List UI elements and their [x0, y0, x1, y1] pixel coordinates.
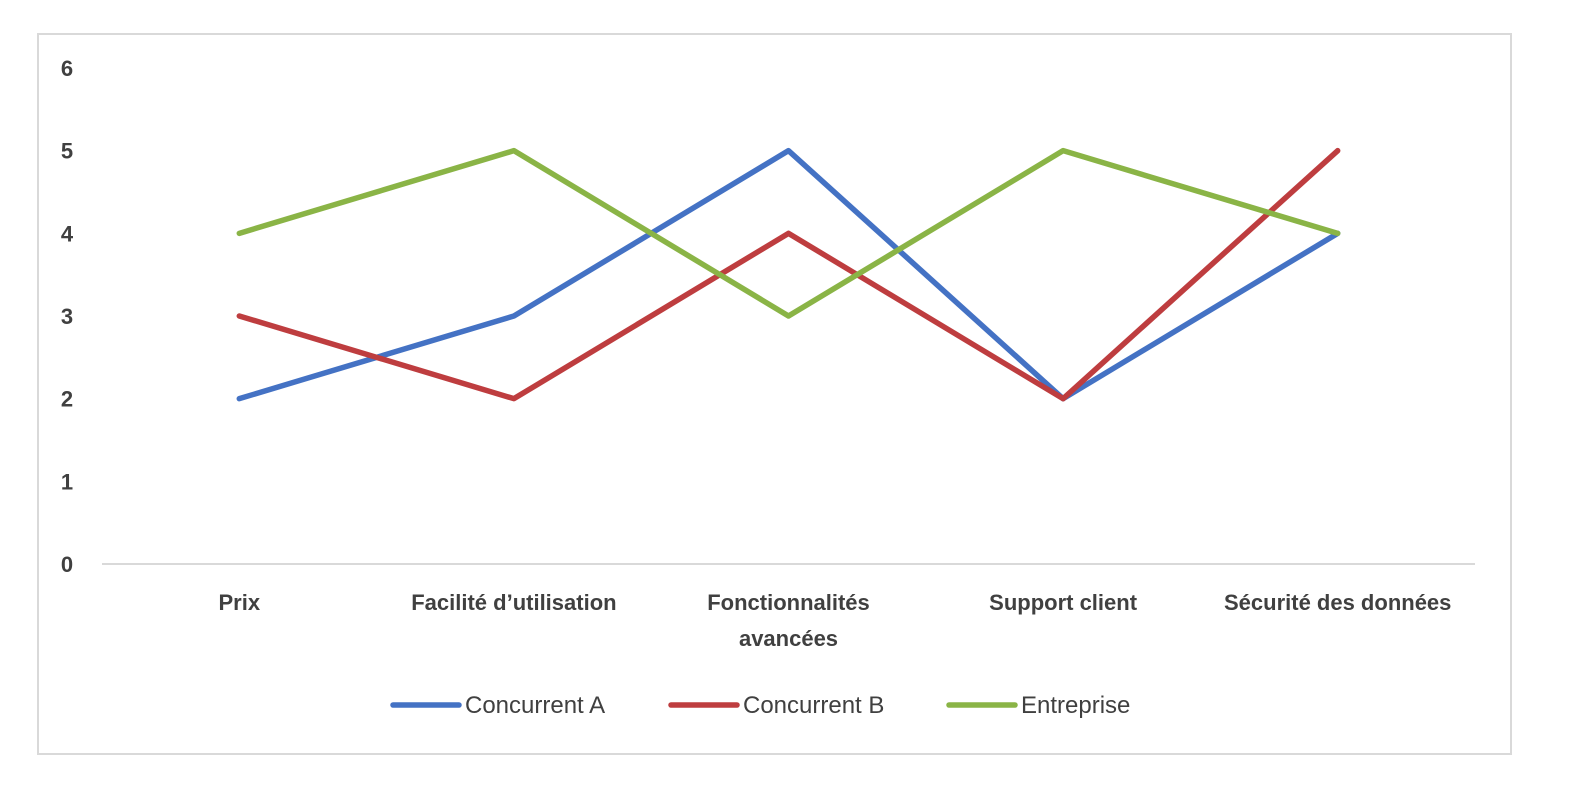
- x-tick-label-line: Prix: [219, 590, 261, 615]
- y-tick-label: 0: [61, 552, 73, 577]
- legend-label: Entreprise: [1021, 692, 1130, 719]
- series-line-concurrent-a: [236, 147, 1341, 402]
- x-tick-label: Prix: [219, 590, 261, 615]
- y-tick-label: 2: [61, 387, 73, 412]
- x-tick-label: Fonctionnalités avancées: [707, 590, 870, 651]
- x-tick-label-line: avancées: [739, 626, 838, 651]
- legend-label: Concurrent B: [743, 692, 884, 719]
- x-tick-label-line: Sécurité des données: [1224, 590, 1451, 615]
- y-tick-label: 3: [61, 304, 73, 329]
- axis-layer: 0 1 2 3 4 5 6 Prix Facilité d’utilisation Fonctio…: [61, 56, 1475, 651]
- x-tick-label-line: Fonctionnalités: [707, 590, 870, 615]
- chart-frame: [37, 33, 1512, 755]
- x-tick-label: Support client: [989, 590, 1138, 615]
- series-line-concurrent-b: [236, 147, 1341, 402]
- legend: Concurrent A Concurrent B Entreprise: [390, 692, 1130, 719]
- x-tick-label: Facilité d’utilisation: [411, 590, 616, 615]
- y-tick-label: 5: [61, 139, 73, 164]
- legend-label: Concurrent A: [465, 692, 605, 719]
- y-tick-label: 6: [61, 56, 73, 81]
- x-tick-label-line: Support client: [989, 590, 1138, 615]
- x-tick-label-line: Facilité d’utilisation: [411, 590, 616, 615]
- x-tick-label: Sécurité des données: [1224, 590, 1451, 615]
- series-layer: [236, 147, 1341, 402]
- y-tick-label: 1: [61, 469, 73, 494]
- y-tick-label: 4: [61, 221, 74, 246]
